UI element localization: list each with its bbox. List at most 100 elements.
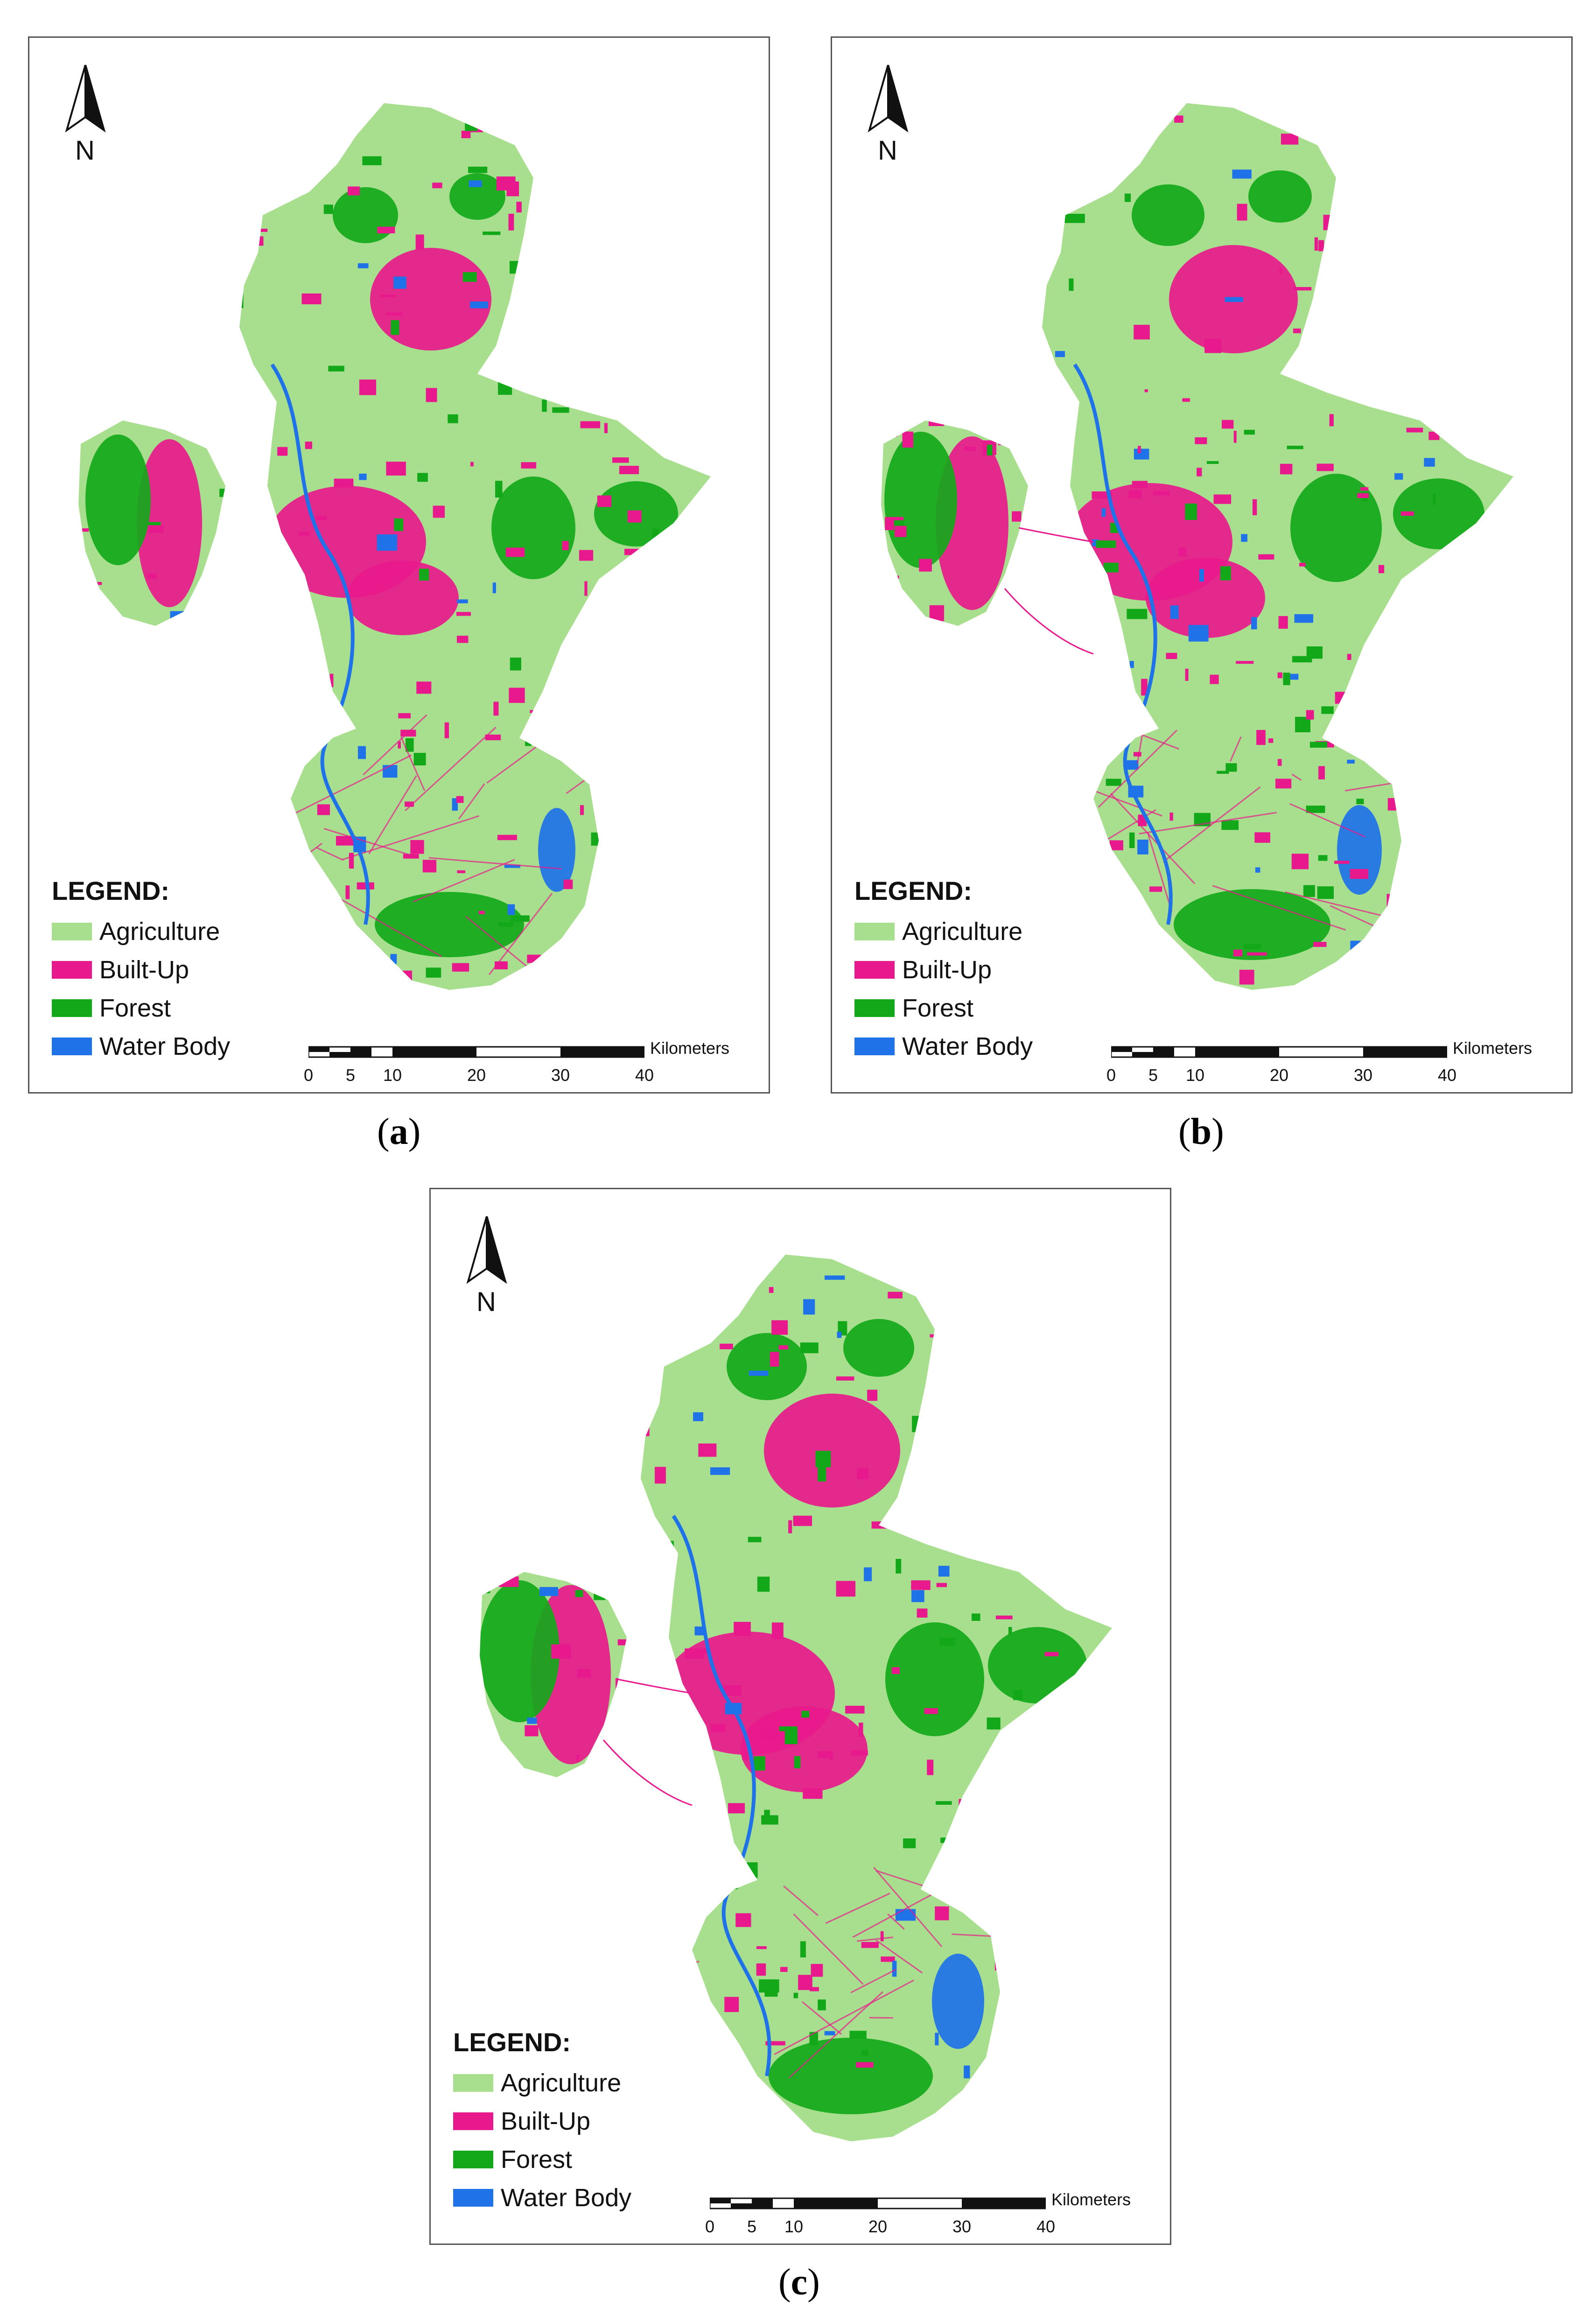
road-line [405, 727, 497, 811]
land-cover-patch [1095, 874, 1111, 891]
land-cover-patch [521, 462, 537, 469]
legend-swatch [453, 2074, 493, 2092]
land-cover-patch [527, 954, 541, 963]
land-cover-patch [405, 801, 414, 807]
land-cover-patch [964, 2065, 970, 2079]
legend-label: Agriculture [902, 918, 1023, 946]
land-cover-patch [1019, 431, 1025, 439]
land-cover-patch [883, 431, 898, 437]
land-cover-patch [498, 1391, 504, 1402]
land-cover-patch [600, 1984, 616, 1999]
land-cover-patch [426, 388, 437, 402]
land-cover-patch [1103, 562, 1119, 573]
land-cover-patch [646, 347, 650, 356]
land-cover-patch [672, 1821, 689, 1837]
land-cover-patch [1483, 173, 1498, 188]
road-line [316, 847, 344, 861]
legend-item-forest: Forest [854, 989, 1033, 1027]
land-cover-patch [1393, 478, 1484, 549]
land-cover-patch [1463, 665, 1484, 676]
land-cover-patch [419, 568, 429, 581]
land-cover-patch [698, 1443, 717, 1457]
scale-tick: 40 [1036, 2217, 1056, 2236]
road-line [486, 743, 541, 784]
land-cover-patch [884, 432, 957, 568]
land-cover-patch [277, 447, 288, 456]
land-cover-patch [1357, 493, 1369, 498]
land-cover-patch [525, 731, 532, 746]
land-cover-patch [377, 534, 398, 551]
land-cover-patch [496, 1829, 511, 1835]
land-cover-patch [1244, 429, 1255, 435]
land-cover-patch [657, 1735, 669, 1739]
scale-tick: 5 [345, 1066, 356, 1085]
land-cover-patch [1278, 616, 1288, 629]
land-cover-patch [1473, 264, 1479, 279]
land-cover-patch [622, 1987, 636, 1997]
land-cover-patch [1268, 738, 1274, 743]
land-cover-patch [1471, 349, 1489, 360]
land-cover-patch [811, 1963, 823, 1977]
land-cover-patch [695, 218, 709, 231]
land-cover-patch [1466, 131, 1484, 135]
land-cover-patch [1313, 942, 1327, 947]
land-cover-patch [952, 627, 969, 631]
land-cover-patch [979, 1826, 994, 1834]
land-cover-patch [622, 203, 637, 219]
land-cover-patch [647, 287, 653, 293]
land-cover-patch [836, 1376, 854, 1381]
land-cover-patch [978, 1390, 983, 1401]
legend-swatch [854, 1038, 895, 1055]
land-cover-patch [972, 240, 990, 254]
legend-label: Forest [902, 994, 974, 1022]
land-cover-patch [676, 402, 679, 417]
land-cover-patch [575, 1590, 583, 1598]
land-cover-patch [1303, 885, 1315, 897]
land-cover-patch [1400, 511, 1414, 516]
land-cover-patch [1337, 805, 1382, 895]
land-cover-patch [1084, 713, 1103, 727]
land-cover-patch [619, 466, 639, 474]
land-cover-patch [180, 274, 193, 290]
land-cover-patch [708, 326, 711, 334]
land-cover-patch [266, 631, 285, 637]
legend-title: LEGEND: [453, 2027, 571, 2057]
land-cover-patch [836, 1581, 856, 1597]
land-cover-patch [562, 541, 569, 550]
land-cover-patch [771, 1320, 788, 1335]
land-cover-patch [550, 260, 558, 265]
land-cover-patch [1134, 752, 1141, 757]
land-cover-patch [510, 657, 521, 671]
land-cover-patch [636, 2037, 655, 2046]
land-cover-patch [1450, 925, 1470, 938]
land-cover-patch [470, 462, 474, 467]
land-cover-patch [1105, 2110, 1112, 2118]
road-line [850, 1969, 896, 1993]
land-cover-patch [394, 518, 404, 531]
land-cover-patch [964, 446, 976, 451]
land-cover-patch [715, 2068, 727, 2072]
land-cover-patch [649, 1635, 668, 1651]
land-cover-patch [1109, 840, 1123, 850]
land-cover-patch [859, 1722, 863, 1737]
land-cover-patch [1494, 137, 1502, 151]
land-cover-patch [734, 1621, 751, 1636]
scale-tick: 10 [383, 1066, 402, 1085]
land-cover-patch [1350, 940, 1371, 950]
land-cover-patch [1092, 182, 1099, 198]
land-cover-patch [577, 1669, 591, 1678]
land-cover-patch [691, 2033, 697, 2040]
legend-swatch [453, 2189, 493, 2207]
map-panel-c: N LEGEND: Agriculture Built-Up Forest Wa… [429, 1188, 1171, 2245]
land-cover-patch [1053, 2082, 1072, 2088]
land-cover-patch [1124, 193, 1131, 202]
land-cover-patch [78, 528, 89, 532]
land-cover-patch [996, 297, 1006, 305]
land-cover-patch [659, 1347, 679, 1356]
scale-tick: 0 [705, 2217, 715, 2236]
land-cover-patch [936, 1583, 947, 1587]
land-cover-patch [499, 1576, 519, 1587]
land-cover-patch [631, 137, 651, 147]
land-cover-patch [938, 1565, 950, 1577]
land-cover-patch [1433, 494, 1436, 505]
